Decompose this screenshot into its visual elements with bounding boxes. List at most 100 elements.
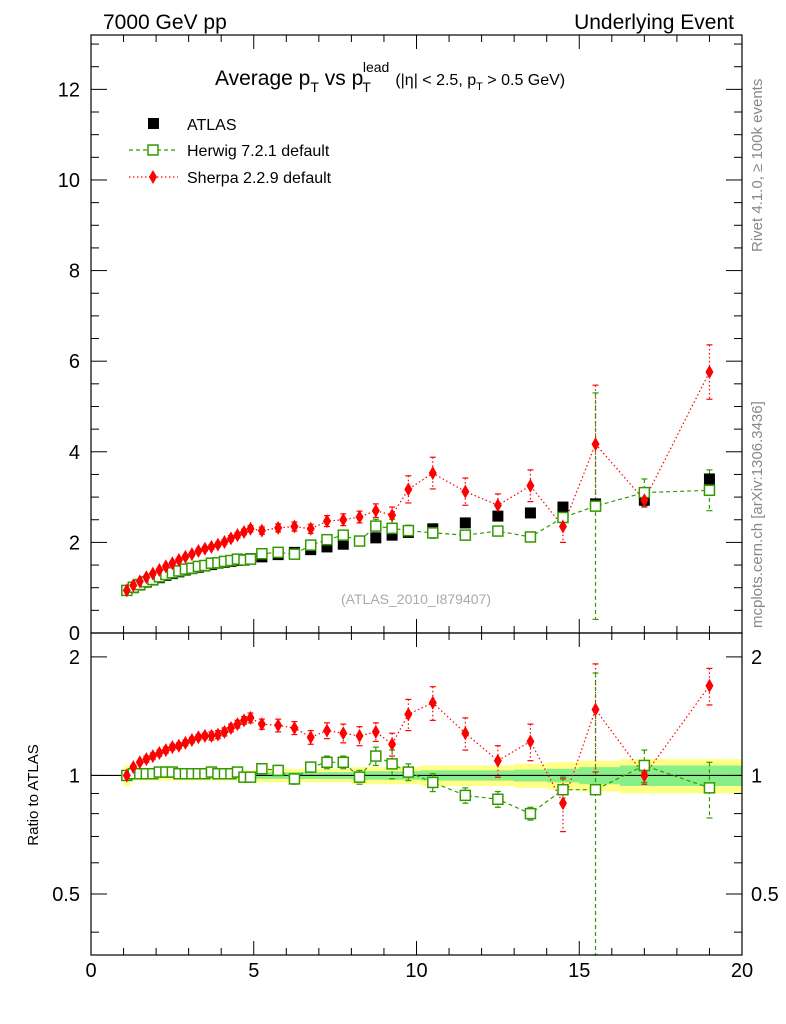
sherpa-point (207, 539, 216, 554)
main-y-tick-label: 12 (58, 79, 80, 101)
herwig-point (402, 524, 415, 537)
main-y-tick-label: 8 (69, 261, 80, 283)
mcplots-label: mcplots.cern.ch [arXiv:1306.3436] (749, 401, 766, 628)
sherpa-point (591, 437, 600, 452)
sherpa-point (220, 534, 229, 549)
ratio-y-tick-label: 2 (69, 647, 80, 669)
sherpa-point (558, 519, 567, 534)
x-tick-label: 10 (405, 960, 427, 982)
atlas-point (370, 532, 382, 544)
ratio-sherpa-point (371, 724, 380, 739)
herwig-point (337, 529, 350, 541)
herwig-point (427, 527, 439, 539)
ratio-axis-label: Ratio to ATLAS (25, 744, 42, 845)
ratio-frame (90, 632, 743, 956)
ratio-sherpa-point (226, 720, 235, 735)
ratio-sherpa-point (213, 727, 222, 742)
ratio-herwig-point (272, 764, 284, 777)
ratio-herwig-point (370, 750, 382, 762)
ratio-sherpa-point (220, 724, 229, 739)
ratio-sherpa-point (339, 726, 348, 741)
sherpa-point (274, 520, 283, 535)
ratio-sherpa-point (428, 695, 437, 710)
ratio-sherpa-point (388, 737, 397, 752)
ratio-sherpa-point (322, 723, 331, 738)
ratio-herwig-point (557, 783, 569, 796)
atlas-point (524, 507, 536, 519)
ratio-sherpa-point (290, 720, 299, 735)
sherpa-point (339, 512, 348, 527)
ratio-herwig-point (304, 761, 317, 773)
sherpa-point (239, 524, 248, 539)
ratio-herwig-point (256, 762, 268, 775)
ratio-panel: 0.5 0.5 1 1 2 2 (52, 632, 779, 956)
sherpa-point (526, 478, 535, 493)
ratio-sherpa-point (207, 728, 216, 743)
sherpa-point (142, 570, 151, 585)
x-tick-label: 20 (731, 960, 753, 982)
ratio-sherpa-point (591, 702, 600, 717)
main-y-tick-label: 10 (58, 170, 80, 192)
sherpa-point (155, 563, 164, 578)
atlas-point (459, 517, 471, 529)
herwig-point (256, 547, 268, 560)
herwig-point (492, 525, 504, 537)
ratio-sherpa-point (461, 726, 470, 741)
ratio-herwig-point (353, 771, 366, 783)
sherpa-point (187, 547, 196, 562)
ratio-herwig-point (589, 783, 602, 796)
atlas-point (386, 529, 398, 541)
ratio-herwig-point (459, 789, 472, 802)
header-analysis: Underlying Event (574, 11, 734, 34)
atlas-point (703, 473, 715, 485)
ratio-sherpa-point (246, 710, 255, 725)
ratio-sherpa-point (168, 740, 177, 755)
ratio-sherpa-point (194, 730, 203, 745)
legend-sherpa-label: Sherpa 2.2.9 default (187, 170, 332, 187)
herwig-point (272, 546, 284, 559)
sherpa-point (200, 541, 209, 556)
ratio-sherpa-point (306, 730, 315, 745)
sherpa-point (705, 365, 714, 380)
main-panel: 0 2 4 6 8 10 12 (58, 34, 743, 645)
sherpa-point (129, 578, 138, 593)
ratio-sherpa-point (404, 707, 413, 722)
sherpa-point (257, 523, 266, 538)
sherpa-point (640, 493, 649, 508)
sherpa-point (388, 508, 397, 523)
x-tick-label: 5 (248, 960, 259, 982)
title-text: Average pT vs pTlead(|η| < 2.5, pT > 0.5… (215, 59, 565, 95)
herwig-point (288, 548, 301, 560)
sherpa-point (233, 528, 242, 543)
ratio-sherpa-point (493, 753, 502, 768)
sherpa-point (322, 514, 331, 529)
sherpa-point (161, 559, 170, 574)
sherpa-point (246, 521, 255, 536)
herwig-point (386, 522, 398, 535)
ratio-sherpa-point (526, 734, 535, 749)
ratio-herwig-point (337, 756, 350, 769)
atlas-point (337, 538, 349, 550)
ratio-sherpa-point (161, 743, 170, 758)
sherpa-point (174, 553, 183, 568)
herwig-point (353, 535, 366, 547)
ratio-sherpa-point (122, 768, 131, 783)
main-y-tick-label: 6 (69, 351, 80, 373)
ratio-sherpa-point (274, 718, 283, 733)
x-tick-label: 0 (85, 960, 96, 982)
ratio-sherpa-point (135, 755, 144, 770)
ratio-herwig-point (402, 766, 415, 778)
legend: ATLAS Herwig 7.2.1 default Sherpa 2.2.9 … (129, 117, 332, 187)
sherpa-point (194, 544, 203, 559)
herwig-point (244, 553, 257, 565)
sherpa-point (355, 510, 364, 525)
ratio-herwig-point (427, 776, 439, 789)
ratio-sherpa-point (129, 760, 138, 775)
ratio-herwig-point (492, 793, 504, 806)
ratio-herwig-point (524, 807, 537, 820)
ratio-sherpa-point (640, 768, 649, 783)
ratio-herwig-point (244, 771, 257, 783)
ratio-sherpa-point (355, 728, 364, 743)
ratio-y-tick-label: 1 (69, 765, 80, 787)
ratio-sherpa-point (558, 796, 567, 811)
